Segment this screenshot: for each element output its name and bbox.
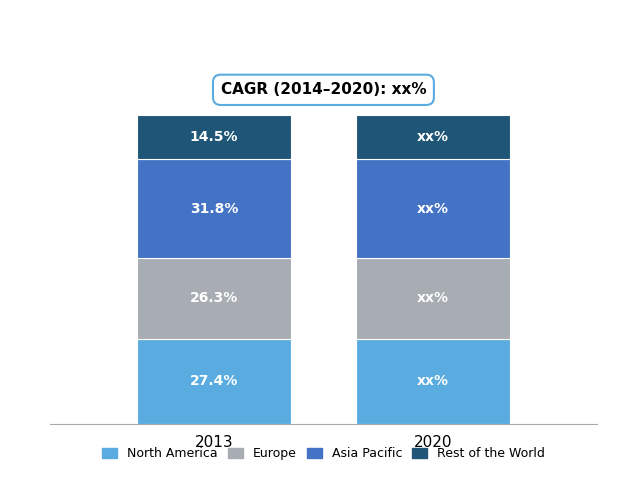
Text: CAGR (2014–2020): xx%: CAGR (2014–2020): xx% bbox=[221, 82, 426, 97]
Text: Global Antioxidants Market Share, by Region (Value Terms), 2013 & 2020: Global Antioxidants Market Share, by Reg… bbox=[32, 22, 590, 37]
Bar bbox=[356, 339, 509, 424]
Bar bbox=[137, 159, 290, 258]
Text: xx%: xx% bbox=[417, 202, 449, 216]
Bar bbox=[137, 339, 290, 424]
Text: 26.3%: 26.3% bbox=[190, 291, 238, 305]
Bar bbox=[137, 114, 290, 159]
Bar bbox=[356, 258, 509, 339]
Text: 27.4%: 27.4% bbox=[190, 375, 238, 388]
Text: 31.8%: 31.8% bbox=[190, 202, 238, 216]
Text: xx%: xx% bbox=[417, 375, 449, 388]
Bar bbox=[356, 114, 509, 159]
Bar bbox=[137, 258, 290, 339]
Text: xx%: xx% bbox=[417, 291, 449, 305]
Text: 14.5%: 14.5% bbox=[190, 130, 238, 144]
Text: xx%: xx% bbox=[417, 130, 449, 144]
Bar bbox=[356, 159, 509, 258]
Legend: North America, Europe, Asia Pacific, Rest of the World: North America, Europe, Asia Pacific, Res… bbox=[97, 442, 550, 466]
